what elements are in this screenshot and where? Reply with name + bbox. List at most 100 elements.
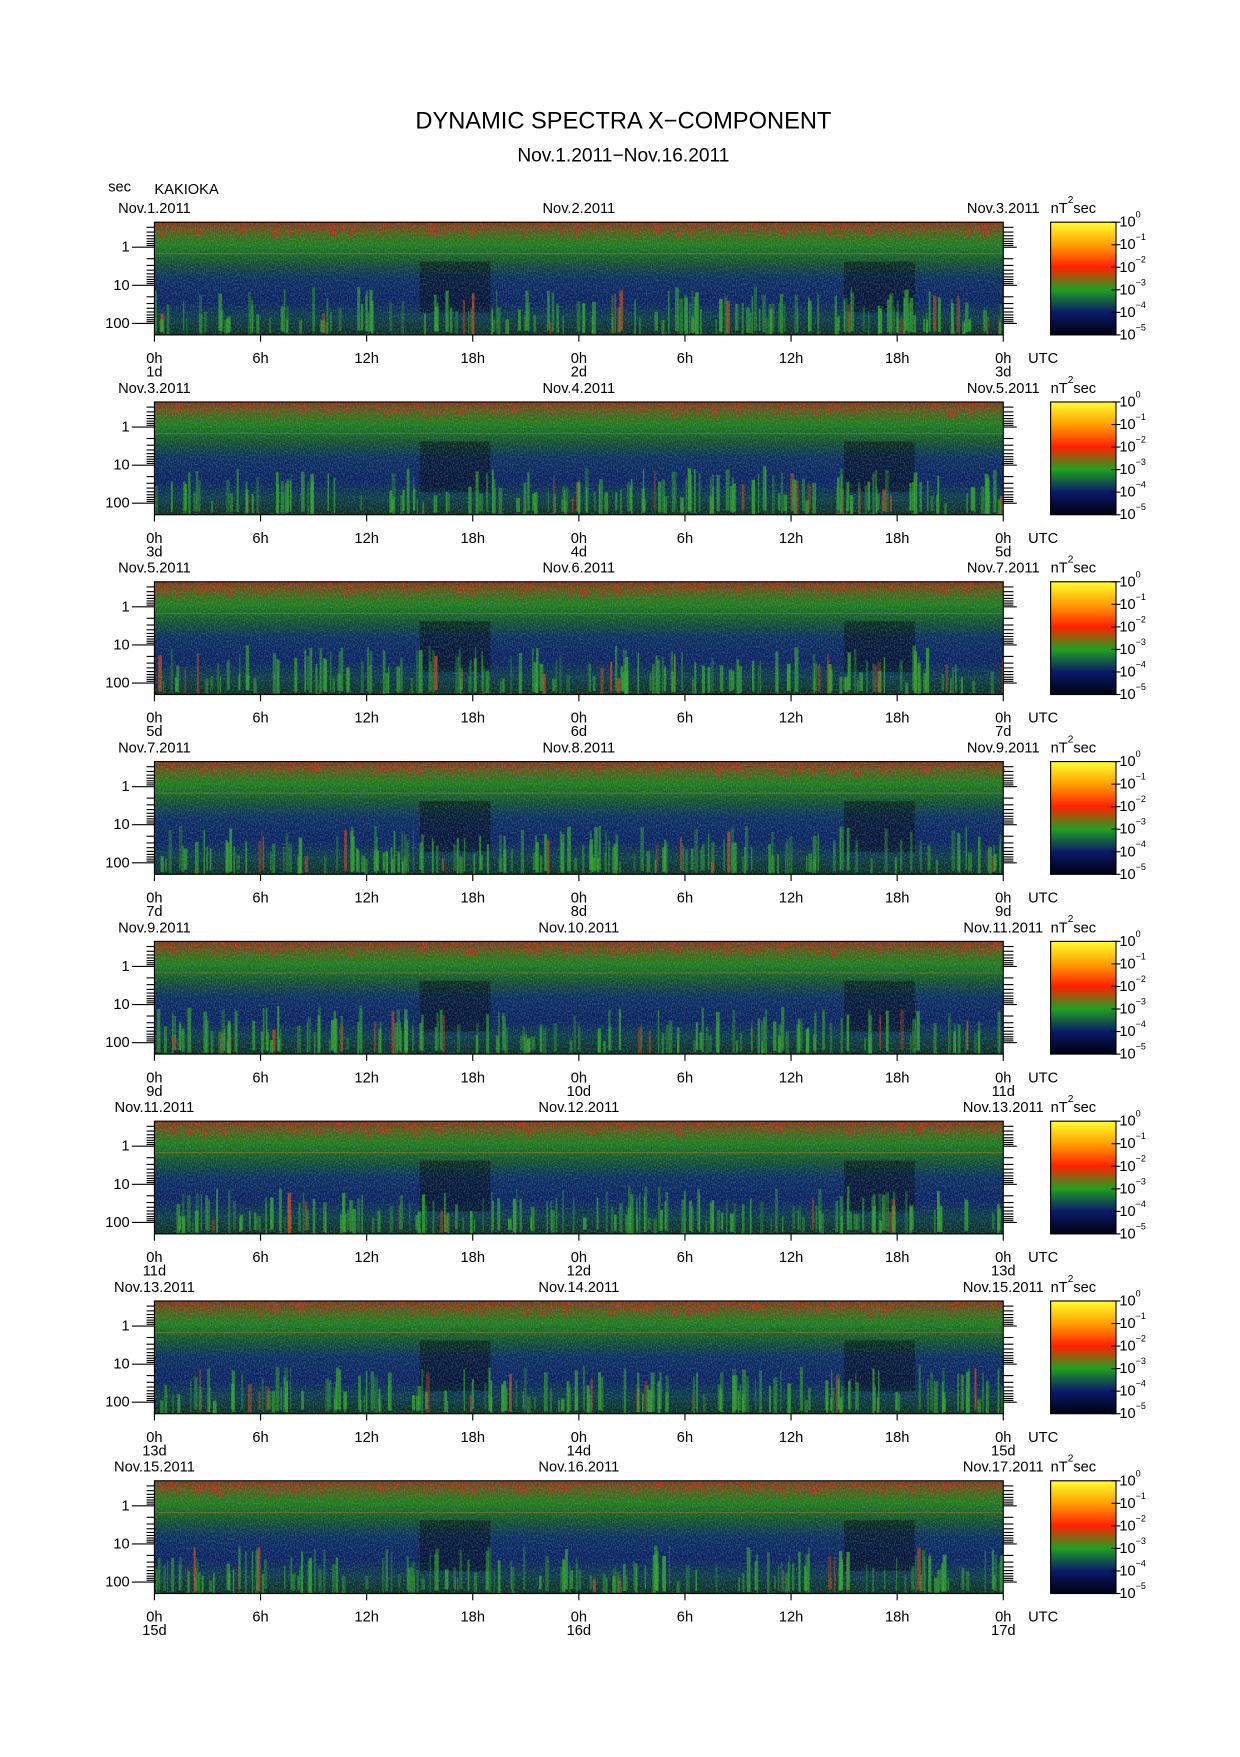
colorbar-tick-base: 10 — [1119, 687, 1135, 703]
colorbar-tick-label: 10−3 — [1119, 997, 1146, 1018]
colorbar-tick-base: 10 — [1119, 1518, 1135, 1534]
day-label: 9d — [995, 904, 1011, 920]
colorbar — [1050, 1300, 1117, 1415]
colorbar-tick-exponent: −2 — [1136, 974, 1146, 984]
x-tick-label: 0h — [146, 351, 162, 367]
date-label: Nov.15.2011 — [114, 1460, 195, 1476]
colorbar-unit-suffix: sec — [1073, 1280, 1096, 1296]
colorbar-tick-label: 10−1 — [1119, 412, 1146, 433]
x-tick-label: 12h — [354, 531, 378, 547]
x-tick-label: 0h — [571, 1430, 587, 1446]
colorbar-tick-label: 10−4 — [1119, 839, 1146, 860]
day-label: 15d — [142, 1623, 166, 1639]
x-tick-label: 6h — [677, 531, 693, 547]
colorbar-tick-exponent: −2 — [1136, 1513, 1146, 1523]
colorbar-tick-exponent: −4 — [1136, 839, 1146, 849]
colorbar-tick-label: 100 — [1119, 389, 1140, 410]
spectrogram-noise — [154, 1480, 1004, 1594]
colorbar-tick-base: 10 — [1119, 1293, 1135, 1309]
day-label: 16d — [567, 1623, 591, 1639]
day-label: 14d — [567, 1443, 591, 1459]
x-tick-label: 12h — [779, 351, 803, 367]
day-label: 3d — [146, 544, 162, 560]
x-tick-label: 12h — [354, 890, 378, 906]
x-tick-label: 0h — [146, 531, 162, 547]
x-tick-label: 6h — [252, 711, 268, 727]
x-tick-label: 6h — [252, 1610, 268, 1626]
y-tick-label: 1 — [121, 1319, 129, 1335]
x-tick-label: 0h — [146, 711, 162, 727]
colorbar-unit-base: nT — [1051, 920, 1068, 936]
colorbar-tick-label: 100 — [1119, 569, 1140, 590]
colorbar-tick-exponent: −3 — [1136, 997, 1146, 1007]
subtitle: Nov.1.2011−Nov.16.2011 — [517, 145, 729, 166]
colorbar-tick-exponent: −3 — [1136, 1356, 1146, 1366]
date-label: Nov.1.2011 — [118, 201, 191, 217]
x-tick-label: 0h — [995, 890, 1011, 906]
colorbar — [1050, 761, 1117, 875]
colorbar-tick-base: 10 — [1119, 1316, 1135, 1332]
colorbar-tick-exponent: −1 — [1136, 232, 1146, 242]
colorbar-unit-exponent: 2 — [1068, 195, 1074, 206]
colorbar-tick-base: 10 — [1119, 822, 1135, 838]
x-tick-label: 0h — [995, 1610, 1011, 1626]
colorbar-tick-exponent: 0 — [1136, 929, 1141, 939]
y-tick-label: 1 — [121, 599, 129, 615]
y-tick-label: 100 — [105, 1215, 129, 1231]
colorbar-tick-label: 10−5 — [1119, 1581, 1146, 1602]
colorbar-tick-exponent: −1 — [1136, 412, 1146, 422]
colorbar-unit-suffix: sec — [1073, 201, 1096, 217]
date-label: Nov.7.2011 — [118, 741, 191, 757]
colorbar-tick-base: 10 — [1119, 1563, 1135, 1579]
spectrogram-noise — [154, 222, 1004, 335]
y-tick-label: 10 — [113, 637, 129, 653]
x-tick-label: 0h — [146, 1250, 162, 1266]
colorbar-tick-base: 10 — [1119, 844, 1135, 860]
x-tick-label: 6h — [252, 1430, 268, 1446]
colorbar-tick-exponent: −3 — [1136, 637, 1146, 647]
colorbar-tick-base: 10 — [1119, 777, 1135, 793]
colorbar-tick-exponent: −5 — [1136, 862, 1146, 872]
colorbar-tick-base: 10 — [1119, 237, 1135, 253]
day-label: 13d — [991, 1264, 1015, 1280]
colorbar-unit-suffix: sec — [1073, 381, 1096, 397]
x-unit: UTC — [1028, 1430, 1059, 1446]
colorbar-tick-exponent: −5 — [1136, 682, 1146, 692]
x-tick-label: 6h — [677, 711, 693, 727]
x-tick-label: 0h — [571, 1610, 587, 1626]
y-tick-label: 1 — [121, 959, 129, 975]
day-label: 4d — [571, 544, 587, 560]
colorbar-tick-exponent: −2 — [1136, 435, 1146, 445]
colorbar-tick-label: 10−2 — [1119, 1334, 1146, 1355]
spectrogram-noise — [154, 1121, 1004, 1234]
y-tick-label: 1 — [121, 420, 129, 436]
colorbar-tick-exponent: −5 — [1136, 1401, 1146, 1411]
colorbar-tick-label: 100 — [1119, 1468, 1140, 1489]
colorbar-tick-base: 10 — [1119, 394, 1135, 410]
x-unit: UTC — [1028, 890, 1059, 906]
colorbar-tick-label: 10−2 — [1119, 614, 1146, 635]
x-tick-label: 0h — [571, 890, 587, 906]
colorbar-unit-suffix: sec — [1073, 920, 1096, 936]
x-tick-label: 0h — [571, 711, 587, 727]
colorbar-tick-label: 10−2 — [1119, 794, 1146, 815]
y-tick-label: 10 — [113, 1177, 129, 1193]
date-label: Nov.16.2011 — [538, 1460, 619, 1476]
day-label: 15d — [991, 1443, 1015, 1459]
y-tick-label: 10 — [113, 997, 129, 1013]
x-tick-label: 12h — [779, 1430, 803, 1446]
y-tick-label: 100 — [105, 1575, 129, 1591]
colorbar-tick-label: 100 — [1119, 1109, 1140, 1130]
colorbar-unit: nT2sec — [1051, 734, 1097, 756]
colorbar-tick-base: 10 — [1119, 1136, 1135, 1152]
x-tick-label: 6h — [677, 1430, 693, 1446]
day-label: 2d — [571, 365, 587, 381]
day-label: 6d — [571, 724, 587, 740]
date-label: Nov.14.2011 — [538, 1280, 619, 1296]
colorbar-tick-exponent: −3 — [1136, 457, 1146, 467]
colorbar-tick-label: 10−4 — [1119, 300, 1146, 321]
colorbar-tick-exponent: −2 — [1136, 1334, 1146, 1344]
day-label: 11d — [143, 1264, 166, 1280]
